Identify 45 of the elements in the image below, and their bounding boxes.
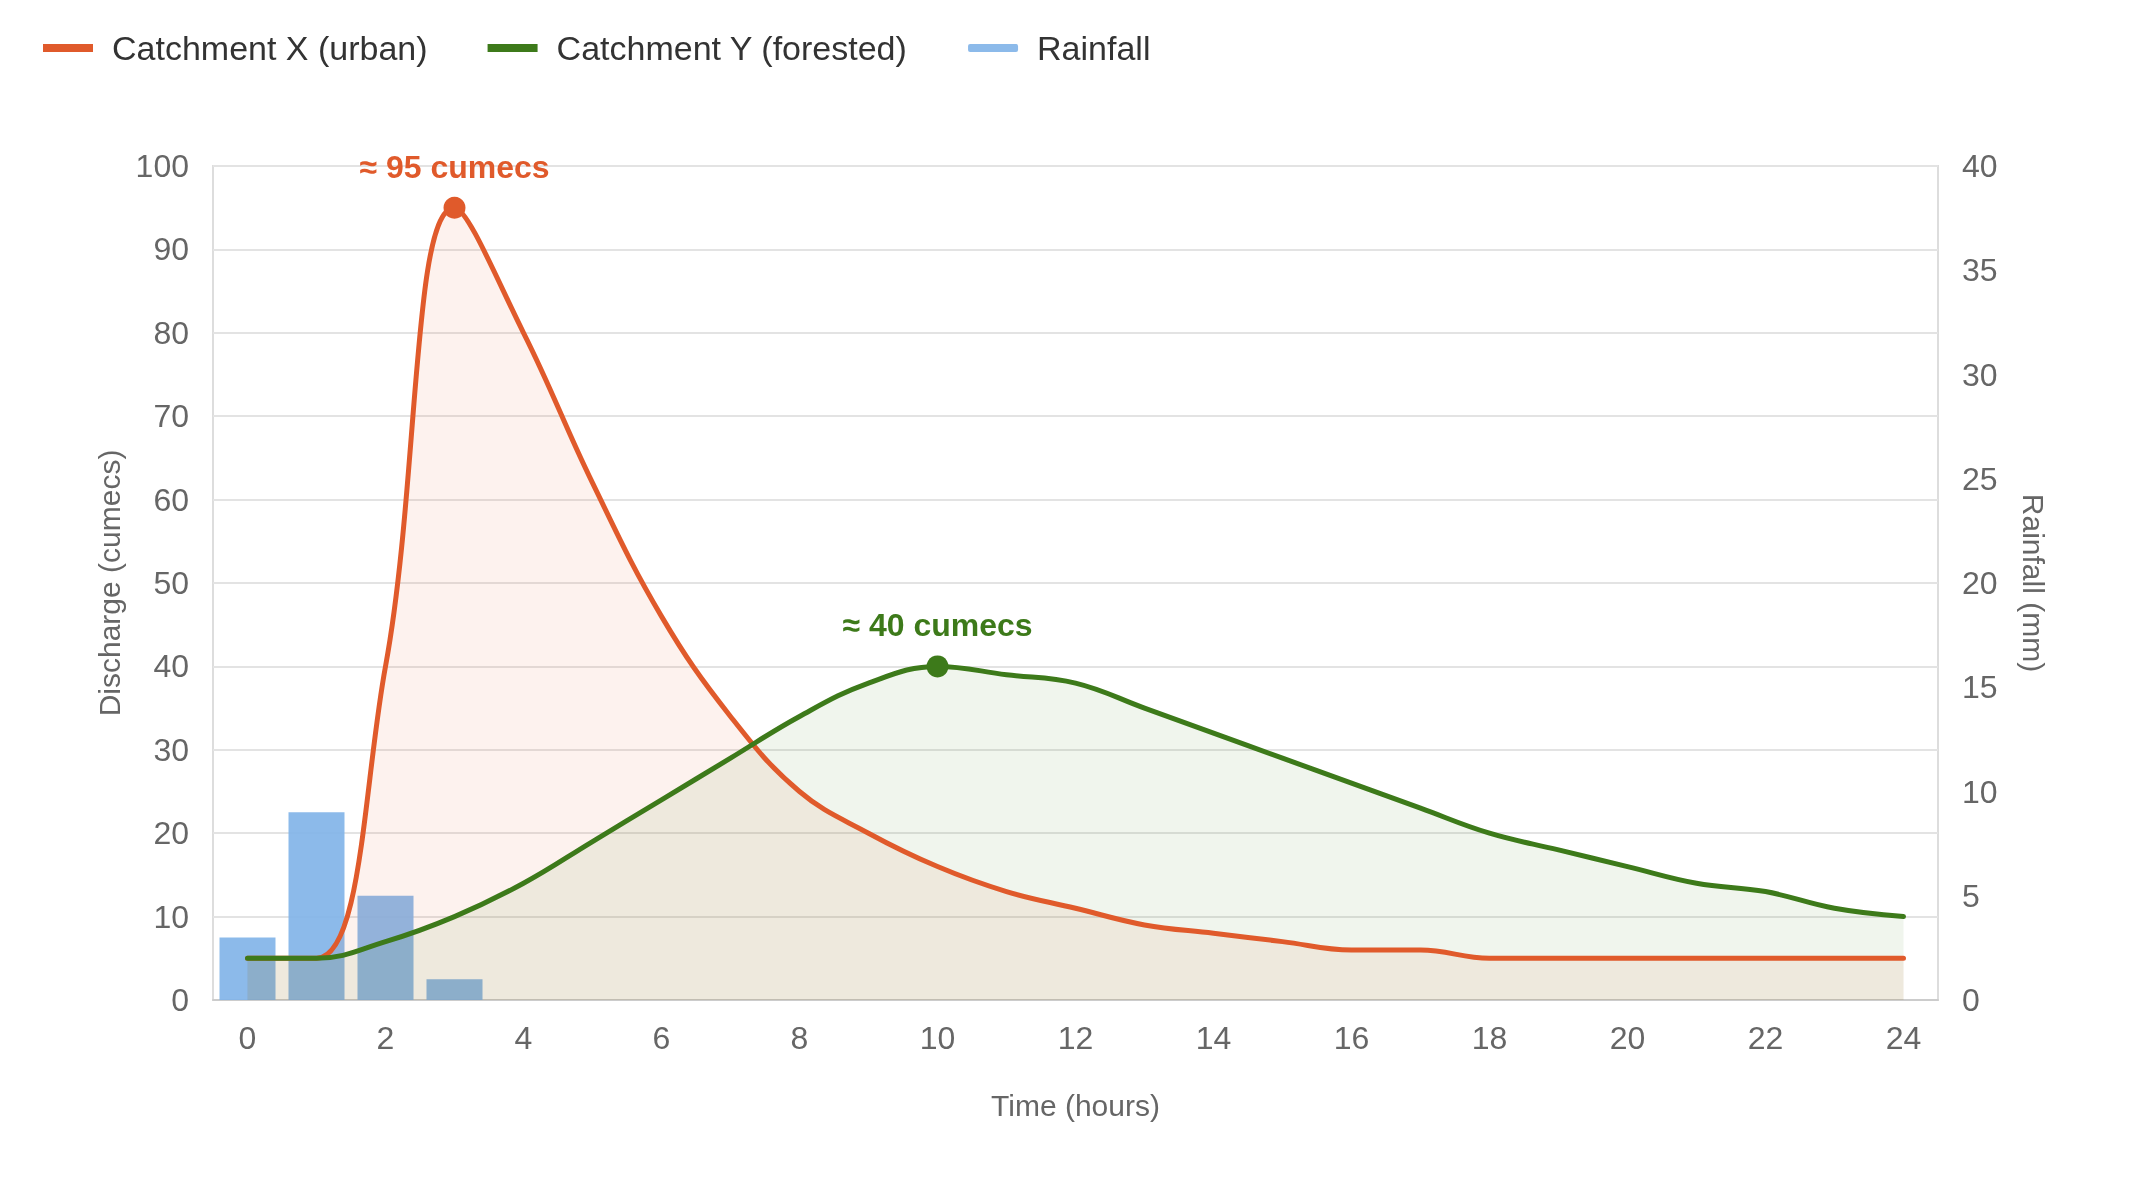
annotation: ≈ 40 cumecs (842, 607, 1033, 644)
legend-label: Catchment X (urban) (112, 29, 428, 67)
x-tick-label: 0 (238, 1020, 257, 1056)
bar (288, 812, 345, 1000)
y-tick-label: 40 (153, 648, 189, 685)
x-tick-label: 14 (1195, 1020, 1232, 1056)
y-tick-label: 60 (153, 481, 189, 518)
y-tick-label: 0 (171, 982, 189, 1018)
y-axis-title: Discharge (cumecs) (93, 449, 127, 717)
bar (357, 895, 414, 1000)
x-tick-label: 10 (919, 1020, 956, 1056)
y2-tick-label: 35 (1962, 252, 1998, 289)
y2-axis-title: Rainfall (mm) (2016, 493, 2050, 673)
y-tick-label: 100 (135, 148, 189, 184)
y2-tick-label: 40 (1962, 148, 1998, 184)
y2-tick-label: 30 (1962, 356, 1998, 393)
x-tick-label: 22 (1747, 1020, 1784, 1056)
legend-label: Catchment Y (forested) (556, 29, 907, 67)
y-tick-label: 50 (153, 565, 189, 601)
y2-tick-label: 5 (1962, 877, 1980, 914)
y-tick-label: 80 (153, 314, 189, 351)
x-tick-label: 18 (1471, 1020, 1508, 1056)
bar (426, 979, 483, 1000)
y2-tick-label: 20 (1962, 565, 1998, 601)
y-tick-label: 10 (153, 898, 189, 935)
x-tick-label: 24 (1885, 1020, 1922, 1056)
y-tick-label: 20 (153, 815, 189, 852)
y-tick-label: 30 (153, 731, 189, 768)
annotation: ≈ 95 cumecs (359, 148, 550, 185)
y2-tick-label: 15 (1962, 669, 1998, 706)
x-tick-label: 16 (1333, 1020, 1370, 1056)
legend-label: Rainfall (1037, 29, 1151, 67)
x-tick-label: 6 (652, 1020, 671, 1056)
y-tick-label: 70 (153, 398, 189, 435)
y2-tick-label: 10 (1962, 773, 1998, 810)
x-tick-label: 4 (514, 1020, 533, 1056)
x-tick-label: 20 (1609, 1020, 1646, 1056)
y2-tick-label: 0 (1962, 982, 1980, 1018)
y2-tick-label: 25 (1962, 460, 1998, 497)
x-tick-label: 8 (790, 1020, 809, 1056)
x-tick-label: 12 (1057, 1020, 1094, 1056)
x-tick-label: 2 (376, 1020, 395, 1056)
bar (219, 937, 276, 1000)
x-axis-title: Time (hours) (991, 1088, 1160, 1122)
y-tick-label: 90 (153, 231, 189, 268)
